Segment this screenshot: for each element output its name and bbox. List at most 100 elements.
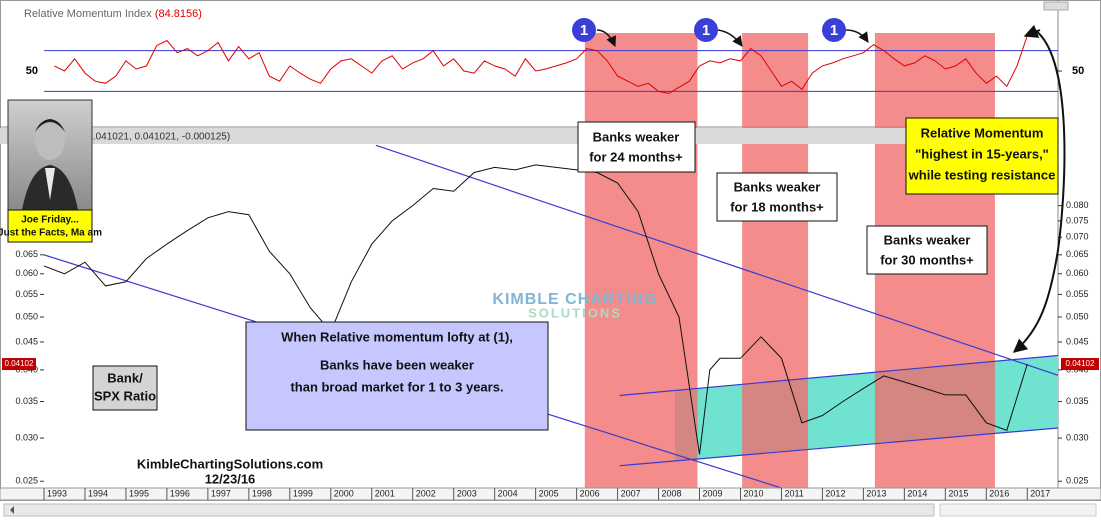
y-tick-label: 0.025: [15, 476, 38, 486]
y-tick-label: 0.055: [1066, 289, 1089, 299]
marker-label: 1: [830, 22, 838, 39]
toolbar[interactable]: [939, 503, 1097, 517]
header-strip: [0, 128, 1058, 144]
note-text: Relative Momentum: [921, 125, 1044, 140]
data-line: [53, 35, 1028, 94]
y-tick-label: 0.060: [15, 268, 38, 278]
note-text: than broad market for 1 to 3 years.: [290, 379, 503, 394]
window-buttons[interactable]: [1043, 1, 1069, 11]
x-tick-label: 2000: [334, 488, 354, 498]
watermark: KIMBLE CHARTING: [492, 291, 657, 308]
note-text: Banks weaker: [734, 179, 821, 194]
y-tick-label: 0.030: [1066, 432, 1089, 442]
y-tick-label: 0.065: [15, 249, 38, 259]
note-text: SPX Ratio: [94, 388, 156, 403]
marker-circle: [694, 18, 718, 42]
last-value-badge: [2, 358, 36, 371]
y-tick-label: 0.060: [1066, 268, 1089, 278]
x-tick-label: 1994: [88, 488, 108, 498]
caption-text: Just the Facts, Ma am: [0, 228, 102, 239]
marker-circle: [822, 18, 846, 42]
note-text: Banks weaker: [593, 129, 680, 144]
arrow: [1012, 29, 1066, 353]
photo-figure: [35, 120, 65, 160]
x-tick-label: 2009: [703, 488, 723, 498]
title-value: (84.8156): [155, 8, 202, 20]
marker-circle: [572, 18, 596, 42]
x-tick-label: 2015: [948, 488, 968, 498]
last-value-label: 0.04102: [5, 359, 34, 368]
photo-figure: [35, 119, 65, 132]
x-tick-label: 2001: [375, 488, 395, 498]
y-tick-label: 0.045: [15, 336, 38, 346]
y-tick-label: 0.045: [1066, 336, 1089, 346]
note-text: 12/23/16: [205, 471, 256, 486]
note-box: [905, 117, 1059, 195]
x-tick-label: 2014: [907, 488, 927, 498]
x-tick-label: 2007: [621, 488, 641, 498]
photo-figure: [45, 168, 55, 200]
watermark: SOLUTIONS: [528, 305, 622, 320]
note-text: When Relative momentum lofty at (1),: [281, 329, 513, 344]
x-tick-label: 2011: [784, 488, 803, 498]
note-text: while testing resistance: [908, 167, 1056, 182]
note-box: [245, 321, 549, 431]
note-box: [92, 365, 158, 411]
x-axis-strip: [0, 487, 1101, 501]
note-text: KimbleChartingSolutions.com: [137, 456, 323, 471]
x-tick-label: 1996: [170, 488, 190, 498]
y-tick-label: 0.055: [15, 289, 38, 299]
shaded-period: [584, 33, 698, 488]
ohlc-header: 0.041021, 0.041021, 0.041021, -0.000125): [40, 132, 230, 143]
last-value-label: 0.04102: [1066, 359, 1095, 368]
arrow: [717, 29, 743, 47]
y-tick-label: 0.025: [1066, 476, 1089, 486]
arrow: [1023, 24, 1041, 38]
trend-line: [619, 427, 1058, 467]
marker-label: 1: [580, 22, 588, 39]
title-text: Relative Momentum Index: [24, 8, 152, 20]
caption-box: [7, 209, 93, 243]
x-tick-label: 2002: [416, 488, 436, 498]
note-text: "highest in 15-years,": [915, 146, 1049, 161]
y-tick-label: 0.030: [15, 432, 38, 442]
last-value-badge: [1061, 358, 1099, 371]
note-box: [716, 172, 838, 222]
y-tick-label: 0.075: [1066, 215, 1089, 225]
x-tick-label: 1993: [47, 488, 67, 498]
y-tick-label: 0.080: [1066, 200, 1089, 210]
x-tick-label: 1995: [129, 488, 149, 498]
y-tick-label: 0.050: [15, 311, 38, 321]
x-tick-label: 1999: [293, 488, 313, 498]
markers: 1 1 1: [572, 18, 869, 47]
x-tick-label: 2012: [825, 488, 845, 498]
note-text: for 24 months+: [589, 149, 683, 164]
note-text: for 18 months+: [730, 199, 824, 214]
note-text: Banks have been weaker: [320, 357, 474, 372]
y-tick-label: 50: [26, 65, 38, 77]
y-tick-label: 50: [1072, 65, 1084, 77]
note-box: [577, 121, 696, 173]
scroll-left[interactable]: [10, 506, 14, 514]
caption-text: Joe Friday...: [21, 215, 79, 226]
x-tick-label: 2013: [866, 488, 886, 498]
y-tick-label: 0.070: [1066, 232, 1089, 242]
note-text: for 30 months+: [880, 252, 974, 267]
trend-line: [375, 144, 1058, 376]
y-tick-label: 0.065: [1066, 249, 1089, 259]
x-tick-label: 2016: [989, 488, 1009, 498]
x-tick-label: 2005: [539, 488, 559, 498]
note-text: Bank/: [107, 370, 143, 385]
x-tick-label: 2017: [1030, 488, 1050, 498]
x-tick-label: 2003: [457, 488, 477, 498]
scrollbar[interactable]: [3, 503, 935, 517]
y-tick-label: 0.035: [1066, 396, 1089, 406]
rmi-title: Relative Momentum Index (84.8156): [24, 8, 202, 20]
arrow: [845, 29, 869, 43]
data-line: [44, 164, 1028, 455]
y-tick-label: 0.050: [1066, 311, 1089, 321]
x-tick-label: 2004: [498, 488, 518, 498]
x-tick-label: 2008: [662, 488, 682, 498]
shaded-period: [742, 33, 809, 488]
